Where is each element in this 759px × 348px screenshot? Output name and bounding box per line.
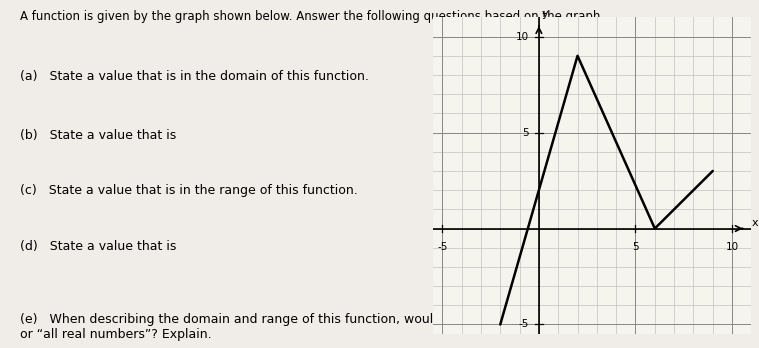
Text: (c)   State a value that is in the range of this function.: (c) State a value that is in the range o… xyxy=(20,184,358,197)
Text: not: not xyxy=(727,240,751,253)
Text: 5: 5 xyxy=(632,242,639,252)
Text: not: not xyxy=(727,129,751,142)
Text: x: x xyxy=(751,218,758,228)
Text: 5: 5 xyxy=(523,128,529,137)
Text: y: y xyxy=(541,9,548,19)
Text: 10: 10 xyxy=(516,32,529,42)
Text: 10: 10 xyxy=(726,242,739,252)
Text: A function is given by the graph shown below. Answer the following questions bas: A function is given by the graph shown b… xyxy=(20,10,604,23)
Text: -5: -5 xyxy=(519,319,529,330)
Text: (b)   State a value that is: (b) State a value that is xyxy=(20,129,181,142)
Text: (d)   State a value that is: (d) State a value that is xyxy=(20,240,181,253)
Text: -5: -5 xyxy=(437,242,448,252)
Text: (e)   When describing the domain and range of this function, would it be better : (e) When describing the domain and range… xyxy=(20,313,716,341)
Text: (a)   State a value that is in the domain of this function.: (a) State a value that is in the domain … xyxy=(20,70,369,82)
